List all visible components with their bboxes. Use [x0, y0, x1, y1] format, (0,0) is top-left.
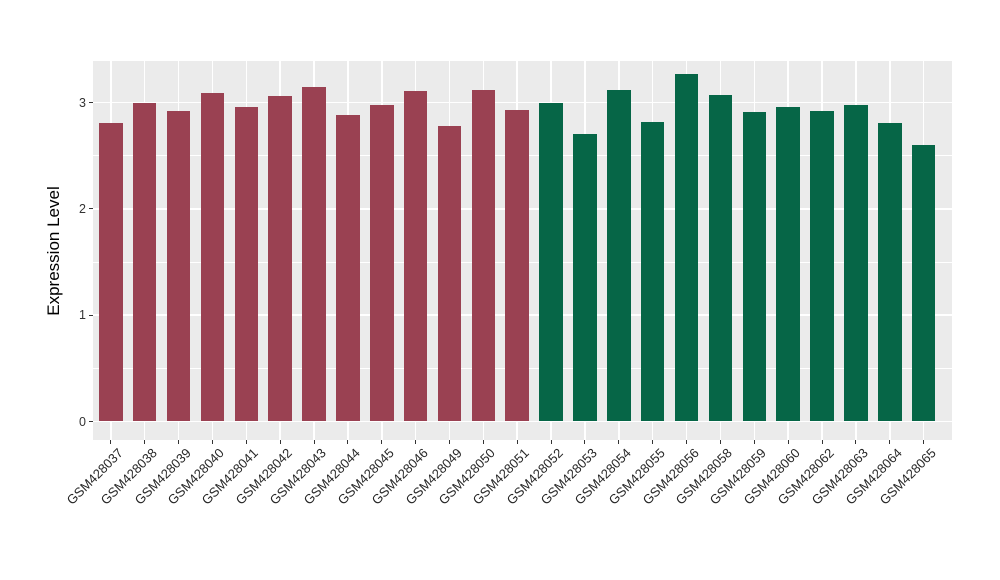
x-tick-mark	[719, 440, 721, 444]
bar-GSM428049	[437, 125, 462, 422]
x-tick-mark	[211, 440, 213, 444]
bar-GSM428056	[674, 73, 699, 422]
x-tick-mark	[855, 440, 857, 444]
x-tick-mark	[923, 440, 925, 444]
bar-GSM428053	[573, 134, 597, 422]
major-gridline	[93, 101, 952, 104]
x-tick-mark	[415, 440, 417, 444]
x-tick-mark	[889, 440, 891, 444]
x-tick-mark	[381, 440, 383, 444]
x-tick-mark	[821, 440, 823, 444]
major-gridline	[93, 420, 952, 423]
bar-GSM428060	[776, 106, 800, 422]
bar-GSM428043	[302, 86, 326, 422]
y-tick-mark	[89, 208, 93, 210]
x-tick-mark	[449, 440, 450, 444]
y-tick-label: 1	[79, 308, 86, 323]
y-tick-label: 0	[79, 414, 86, 429]
bar-GSM428065	[911, 145, 936, 422]
bar-GSM428050	[471, 89, 496, 422]
x-tick-mark	[482, 440, 484, 444]
y-tick-label: 2	[79, 201, 86, 216]
x-tick-mark	[618, 440, 620, 444]
x-tick-mark	[584, 440, 586, 444]
bar-GSM428038	[132, 102, 157, 422]
x-tick-mark	[787, 440, 789, 444]
bar-GSM428045	[370, 104, 394, 422]
bar-GSM428037	[99, 122, 123, 422]
bar-GSM428046	[403, 90, 428, 422]
bar-GSM428039	[166, 111, 191, 422]
x-tick-mark	[144, 440, 146, 444]
y-tick-mark	[89, 102, 93, 103]
bar-GSM428054	[607, 89, 631, 422]
x-tick-mark	[652, 440, 654, 444]
y-tick-mark	[89, 314, 93, 316]
x-tick-mark	[753, 440, 755, 444]
bar-GSM428062	[810, 111, 834, 422]
plot-panel	[93, 61, 952, 440]
x-tick-mark	[550, 440, 552, 444]
x-tick-mark	[313, 440, 315, 444]
x-tick-mark	[686, 440, 688, 444]
x-tick-mark	[110, 440, 112, 444]
bar-GSM428052	[539, 102, 563, 422]
bar-GSM428058	[708, 95, 733, 422]
bar-GSM428051	[505, 109, 529, 422]
x-tick-mark	[347, 440, 349, 444]
x-tick-mark	[516, 440, 518, 444]
bar-GSM428044	[336, 115, 360, 422]
y-tick-mark	[89, 421, 93, 422]
bar-GSM428055	[640, 121, 665, 422]
bar-GSM428040	[200, 92, 225, 422]
bar-GSM428063	[844, 104, 868, 422]
x-tick-mark	[245, 440, 247, 444]
bar-GSM428064	[878, 122, 902, 422]
x-tick-mark	[279, 440, 281, 444]
y-tick-label: 3	[79, 95, 86, 110]
x-tick-mark	[178, 440, 180, 444]
bar-GSM428041	[234, 106, 259, 422]
bar-GSM428042	[268, 96, 292, 422]
bar-GSM428059	[742, 112, 767, 422]
